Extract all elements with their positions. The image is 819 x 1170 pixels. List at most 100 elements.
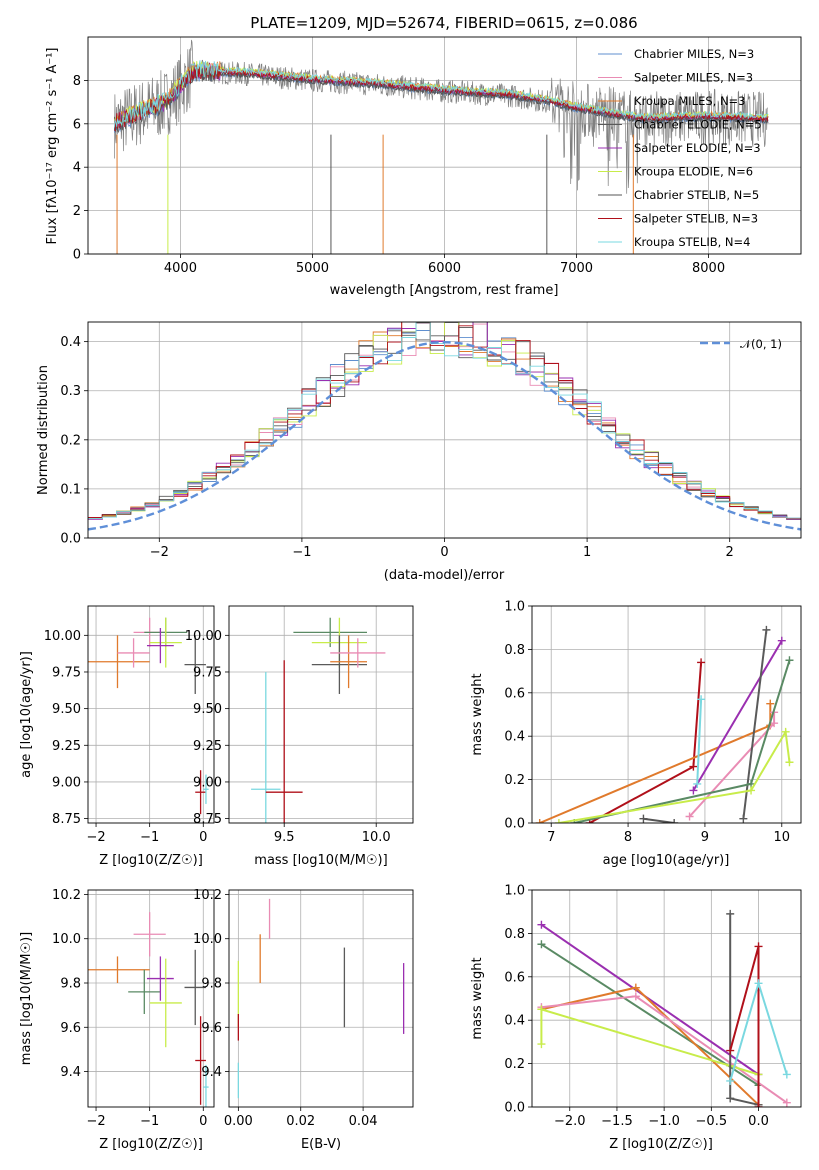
x-axis-label: Z [log10(Z/Z☉)] xyxy=(609,1137,713,1152)
y-tick-label: 9.4 xyxy=(201,1065,222,1080)
x-tick-label: 2 xyxy=(726,545,734,560)
y-tick-label: 10.2 xyxy=(193,888,222,903)
y-axis-label: mass weight xyxy=(470,957,485,1039)
weight-point-marker xyxy=(670,819,679,823)
weight-series-line xyxy=(540,1008,759,1076)
axes-frame xyxy=(531,605,802,824)
y-tick-label: 9.25 xyxy=(52,739,81,754)
weight-point-marker xyxy=(537,940,546,949)
weight-point-marker xyxy=(726,1046,735,1055)
weight-point-marker xyxy=(782,1070,791,1079)
weight-point-marker xyxy=(726,1094,735,1103)
y-axis-label: Flux [fλ10⁻¹⁷ erg cm⁻² s⁻¹ A⁻¹] xyxy=(45,48,60,245)
x-tick-label: 6000 xyxy=(428,261,461,276)
legend-entry: Kroupa STELIB, N=4 xyxy=(634,235,751,249)
legend-entry: Chabrier ELODIE, N=5 xyxy=(634,118,762,132)
y-tick-label: 9.6 xyxy=(201,1021,222,1036)
y-tick-label: 0 xyxy=(73,248,81,263)
weight-point-marker xyxy=(785,758,794,767)
x-tick-label: 0 xyxy=(440,545,448,560)
legend-entry: Chabrier STELIB, N=5 xyxy=(634,188,759,202)
axes-frame xyxy=(87,605,215,824)
errorbar-layer xyxy=(88,617,209,815)
y-tick-label: 8 xyxy=(73,74,81,89)
x-tick-label: 10.0 xyxy=(362,830,391,845)
y-tick-label: 6 xyxy=(73,117,81,132)
y-tick-label: 10.00 xyxy=(185,629,222,644)
x-tick-label: 4000 xyxy=(164,261,197,276)
legend-entry: Salpeter MILES, N=3 xyxy=(634,71,753,85)
x-tick-label: 5000 xyxy=(296,261,329,276)
x-tick-label: −2 xyxy=(86,830,105,845)
y-tick-label: 4 xyxy=(73,161,81,176)
legend-entry: Salpeter STELIB, N=3 xyxy=(634,212,758,226)
y-tick-label: 9.6 xyxy=(60,1021,81,1036)
x-tick-label: 0 xyxy=(199,830,207,845)
x-tick-label: 0.02 xyxy=(286,1114,315,1129)
x-tick-label: 0.04 xyxy=(349,1114,378,1129)
y-tick-label: 0.1 xyxy=(60,482,81,497)
y-tick-label: 8.75 xyxy=(52,812,81,827)
gaussian-curve xyxy=(88,340,801,531)
weight-layer xyxy=(535,625,794,823)
y-tick-label: 0.8 xyxy=(504,643,525,658)
y-axis-label: mass weight xyxy=(470,673,485,755)
y-axis-label: mass [log10(M/M☉)] xyxy=(19,932,34,1065)
legend-entry: Kroupa ELODIE, N=6 xyxy=(634,165,753,179)
y-tick-label: 9.25 xyxy=(193,739,222,754)
y-tick-label: 0.0 xyxy=(60,532,81,547)
y-tick-label: 10.00 xyxy=(44,629,81,644)
x-tick-label: 9 xyxy=(701,830,709,845)
weight-point-marker xyxy=(762,625,771,634)
weight-point-marker xyxy=(785,656,794,665)
weight-point-marker xyxy=(777,636,786,645)
weight-point-marker xyxy=(726,1076,735,1085)
y-tick-label: 0.4 xyxy=(504,1014,525,1029)
y-tick-label: 10.0 xyxy=(52,932,81,947)
weight-point-marker xyxy=(754,942,763,951)
x-axis-label: mass [log10(M/M☉)] xyxy=(254,853,387,868)
x-tick-label: −1 xyxy=(140,830,159,845)
x-axis-label: age [log10(age/yr)] xyxy=(603,853,730,868)
y-tick-label: 2 xyxy=(73,204,81,219)
model-kroupa-stelib-line xyxy=(114,60,769,128)
y-tick-label: 0.2 xyxy=(504,1057,525,1072)
x-tick-label: 8000 xyxy=(692,261,725,276)
weight-series-line xyxy=(742,629,768,819)
weight-point-marker xyxy=(685,812,694,821)
weight-point-marker xyxy=(554,819,563,823)
histogram-kroupa-stelib xyxy=(88,322,801,520)
weight-point-marker xyxy=(739,814,748,823)
x-axis-label: Z [log10(Z/Z☉)] xyxy=(99,1137,203,1152)
axes-frame xyxy=(228,889,414,1108)
y-axis-label: Normed distribution xyxy=(36,365,51,495)
x-tick-label: −2 xyxy=(86,1114,105,1129)
weight-layer xyxy=(537,909,791,1107)
x-tick-label: 0.0 xyxy=(748,1114,769,1129)
weight-series-line xyxy=(540,943,760,1087)
y-tick-label: 8.75 xyxy=(193,812,222,827)
legend-entry: 𝒩(0, 1) xyxy=(740,337,782,351)
x-tick-label: −2 xyxy=(150,545,169,560)
weight-point-marker xyxy=(631,992,640,1001)
weight-point-marker xyxy=(693,779,702,788)
y-tick-label: 9.00 xyxy=(52,775,81,790)
weight-point-marker xyxy=(754,1103,763,1107)
spectrum-layer xyxy=(114,39,769,254)
axes-frame xyxy=(531,889,802,1108)
weight-point-marker xyxy=(782,1098,791,1107)
x-tick-label: 1 xyxy=(583,545,591,560)
weight-point-marker xyxy=(697,695,706,704)
axes-frame xyxy=(87,36,802,255)
weight-series-line xyxy=(540,923,760,1076)
weight-series-line xyxy=(692,640,783,792)
y-tick-label: 0.4 xyxy=(60,335,81,350)
weight-point-marker xyxy=(631,983,640,992)
legend-entry: Kroupa MILES, N=3 xyxy=(634,94,746,108)
y-tick-label: 9.8 xyxy=(60,977,81,992)
weight-point-marker xyxy=(754,979,763,988)
y-tick-label: 0.0 xyxy=(504,817,525,832)
y-tick-label: 9.8 xyxy=(201,977,222,992)
